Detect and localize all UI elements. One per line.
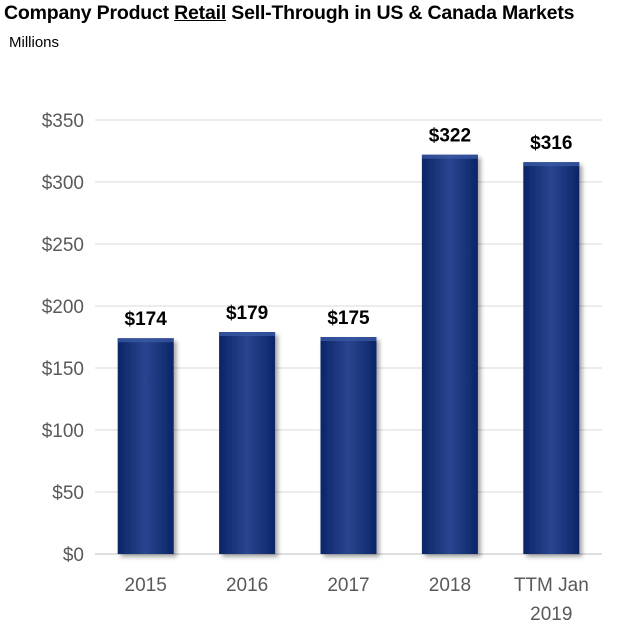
y-tick-label: $150 (42, 359, 84, 380)
bar-top-highlight (523, 162, 580, 167)
y-tick-label: $100 (42, 421, 84, 442)
y-tick-label: $200 (42, 297, 84, 318)
x-tick-label: TTM Jan (514, 575, 589, 596)
y-tick-label: $250 (42, 235, 84, 256)
chart-title: Company Product Retail Sell-Through in U… (4, 2, 575, 24)
x-tick-label: 2017 (327, 575, 369, 596)
x-tick-label: 2018 (429, 575, 471, 596)
bar-top-highlight (421, 154, 478, 159)
y-tick-label: $300 (42, 173, 84, 194)
bar-top-highlight (320, 337, 377, 341)
data-label: $322 (429, 126, 471, 147)
bar-top-highlight (219, 332, 276, 337)
bar-top-highlight (117, 338, 174, 343)
bar (117, 338, 174, 554)
chart-subtitle: Millions (9, 34, 60, 51)
data-label: $175 (327, 308, 370, 329)
bar (219, 332, 276, 554)
x-tick-label: 2016 (226, 575, 268, 596)
y-tick-label: $0 (63, 545, 84, 566)
bar (523, 162, 580, 554)
x-tick-label: 2015 (125, 575, 167, 596)
data-label: $179 (226, 303, 268, 324)
x-tick-label: 2019 (530, 604, 572, 625)
y-tick-label: $50 (52, 483, 84, 504)
data-label: $316 (530, 133, 572, 154)
data-label: $174 (125, 309, 168, 330)
bar (421, 154, 478, 554)
bar (320, 337, 377, 554)
y-tick-label: $350 (42, 111, 84, 132)
